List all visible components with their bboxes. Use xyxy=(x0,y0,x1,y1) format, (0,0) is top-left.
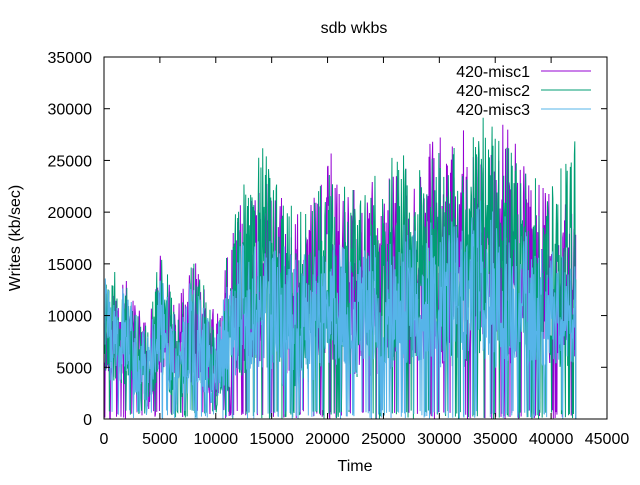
legend-label: 420-misc3 xyxy=(456,102,530,119)
y-tick-label: 25000 xyxy=(48,153,93,170)
x-axis-label: Time xyxy=(338,458,373,475)
x-tick-label: 45000 xyxy=(585,431,630,448)
legend-label: 420-misc1 xyxy=(456,64,530,81)
x-tick-label: 40000 xyxy=(529,431,574,448)
chart-title: sdb wkbs xyxy=(321,20,388,37)
series-layer xyxy=(103,117,577,420)
y-tick-label: 30000 xyxy=(48,102,93,119)
y-tick-label: 35000 xyxy=(48,50,93,67)
y-tick-label: 0 xyxy=(83,412,92,429)
legend: 420-misc1 420-misc2 420-misc3 xyxy=(456,64,591,119)
x-tick-label: 5000 xyxy=(142,431,178,448)
y-tick-label: 20000 xyxy=(48,205,93,222)
y-axis-label: Writes (kb/sec) xyxy=(7,185,24,291)
x-tick-label: 0 xyxy=(100,431,109,448)
y-tick-label: 15000 xyxy=(48,257,93,274)
plot-frame xyxy=(103,56,608,420)
x-tick-label: 35000 xyxy=(473,431,518,448)
x-tick-label: 30000 xyxy=(417,431,462,448)
x-tick-label: 10000 xyxy=(194,431,239,448)
axis-ticks: 0 5000 10000 15000 20000 25000 30000 35000 40000… xyxy=(48,50,630,448)
x-tick-label: 20000 xyxy=(305,431,350,448)
y-tick-label: 10000 xyxy=(48,309,93,326)
y-tick-label: 5000 xyxy=(56,360,92,377)
series-line-420-misc3 xyxy=(103,200,577,420)
legend-label: 420-misc2 xyxy=(456,83,530,100)
x-tick-label: 25000 xyxy=(361,431,406,448)
x-tick-label: 15000 xyxy=(249,431,294,448)
